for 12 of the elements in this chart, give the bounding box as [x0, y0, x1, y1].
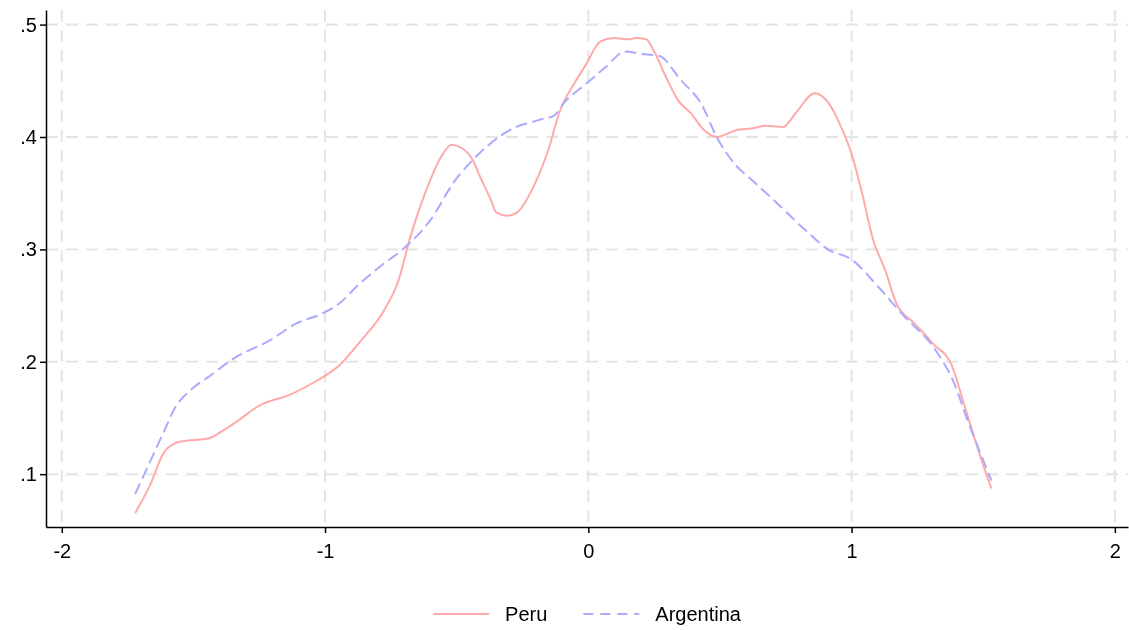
x-tick-label: 0: [583, 540, 595, 562]
y-tick-label: .4: [20, 125, 37, 148]
legend-label: Peru: [505, 603, 548, 625]
y-tick-label: .5: [20, 13, 37, 36]
y-tick-label: .1: [20, 463, 37, 486]
y-tick-label: .3: [20, 238, 37, 261]
y-tick-label: .2: [20, 350, 37, 373]
x-tick-label: -1: [316, 540, 335, 562]
legend-label: Argentina: [655, 603, 742, 625]
x-tick-label: -2: [53, 540, 72, 562]
x-tick-label: 2: [1109, 540, 1121, 562]
x-tick-label: 1: [846, 540, 858, 562]
